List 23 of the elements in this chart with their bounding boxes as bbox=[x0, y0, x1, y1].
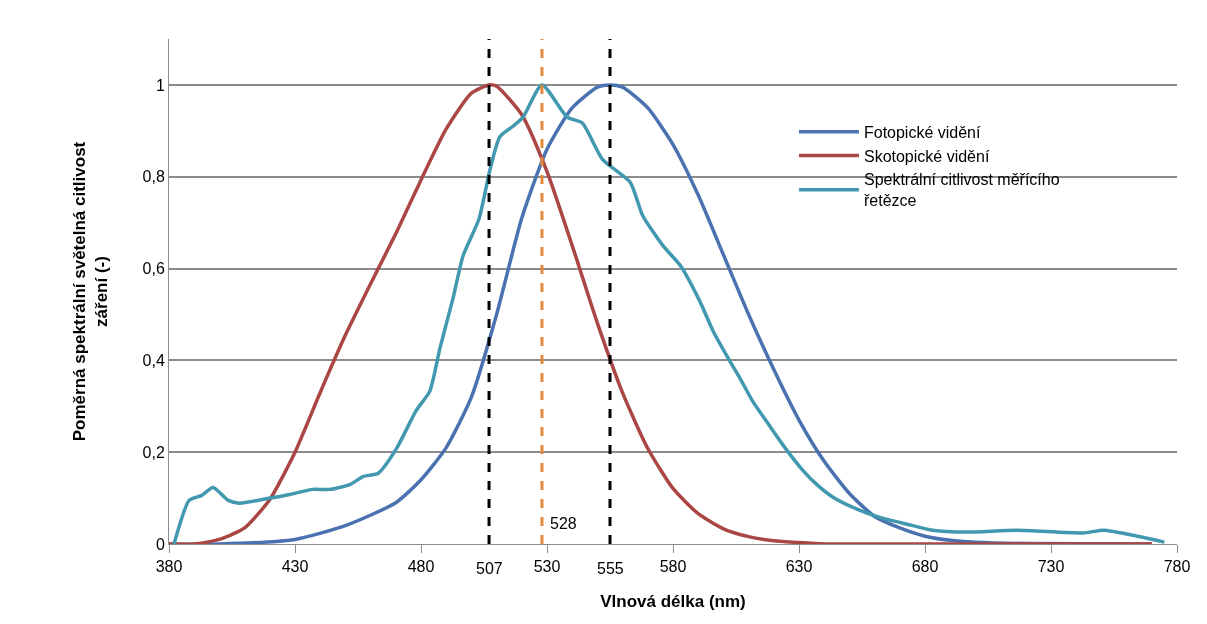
x-tick-label: 480 bbox=[407, 558, 435, 576]
x-tick-label: 730 bbox=[1037, 558, 1065, 576]
x-tick-label: 780 bbox=[1163, 558, 1191, 576]
x-axis-title: Vlnová délka (nm) bbox=[600, 591, 746, 611]
y-tick-label: 0,8 bbox=[142, 168, 165, 186]
x-tick-label: 580 bbox=[659, 558, 687, 576]
x-tick-label: 430 bbox=[281, 558, 309, 576]
x-tick-label: 530 bbox=[533, 558, 561, 576]
ref-line-label: 528 bbox=[550, 515, 577, 532]
y-axis-title: Poměrná spektrální světelná citlivost záření (-) bbox=[70, 141, 112, 442]
legend-label: Skotopické vidění bbox=[863, 147, 990, 165]
x-tick-label: 380 bbox=[155, 558, 183, 576]
ref-line-label: 555 bbox=[597, 560, 624, 577]
x-tick-label: 680 bbox=[911, 558, 939, 576]
legend-label: Spektrální citlivost měřícího řetězce bbox=[863, 171, 1060, 210]
y-tick-label: 0 bbox=[155, 535, 165, 553]
legend-label: Fotopické vidění bbox=[863, 123, 982, 141]
y-tick-label: 0,2 bbox=[142, 443, 165, 461]
y-tick-label: 0,4 bbox=[142, 351, 165, 369]
ref-line-label: 507 bbox=[476, 560, 503, 577]
y-tick-label: 1 bbox=[155, 76, 165, 94]
x-tick-label: 630 bbox=[785, 558, 813, 576]
y-tick-label: 0,6 bbox=[142, 260, 165, 278]
